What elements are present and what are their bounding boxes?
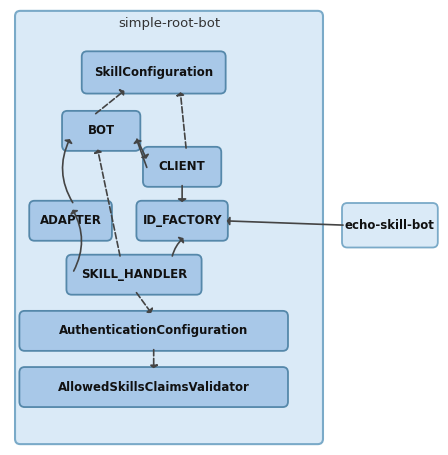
Text: AllowedSkillsClaimsValidator: AllowedSkillsClaimsValidator [58,380,250,394]
FancyBboxPatch shape [342,203,438,248]
FancyBboxPatch shape [82,51,226,94]
Text: SkillConfiguration: SkillConfiguration [94,66,213,79]
Text: SKILL_HANDLER: SKILL_HANDLER [81,268,187,281]
Text: ID_FACTORY: ID_FACTORY [142,214,222,227]
FancyBboxPatch shape [143,147,221,187]
FancyBboxPatch shape [66,255,202,295]
FancyBboxPatch shape [19,367,288,407]
Text: BOT: BOT [88,124,115,137]
Text: AuthenticationConfiguration: AuthenticationConfiguration [59,324,248,337]
Text: CLIENT: CLIENT [159,160,206,173]
FancyBboxPatch shape [19,311,288,351]
FancyBboxPatch shape [15,11,323,444]
Text: simple-root-bot: simple-root-bot [118,16,220,30]
FancyBboxPatch shape [29,201,112,241]
Text: echo-skill-bot: echo-skill-bot [345,219,435,232]
Text: ADAPTER: ADAPTER [39,214,102,227]
FancyBboxPatch shape [62,111,140,151]
FancyBboxPatch shape [136,201,228,241]
